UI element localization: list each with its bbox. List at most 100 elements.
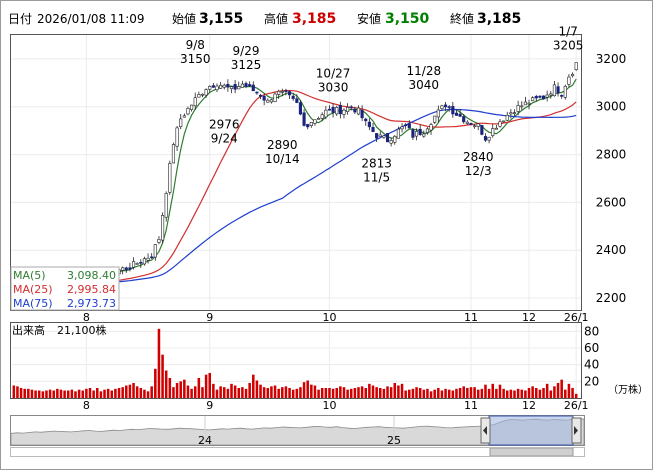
volume-bar [259, 384, 262, 398]
price-y-tick-label: 2400 [596, 243, 627, 257]
candle [215, 83, 219, 93]
candle [465, 120, 469, 125]
volume-bar [175, 383, 179, 398]
volume-bar [128, 384, 132, 398]
volume-bar [23, 388, 26, 398]
navigator-scrollbar-track[interactable] [10, 447, 585, 457]
volume-bar [201, 387, 204, 398]
candle [509, 108, 513, 119]
candle [222, 83, 226, 90]
volume-x-tick-label: 8 [83, 399, 90, 412]
volume-x-tick-label: 11 [464, 399, 478, 412]
candle [204, 88, 208, 98]
price-x-tick-label: 10 [322, 311, 336, 324]
low-label: 安値 [357, 11, 381, 26]
volume-bar [451, 390, 455, 398]
volume-bar [531, 386, 534, 398]
candle [552, 81, 556, 97]
volume-bar [476, 389, 480, 398]
volume-bar [491, 383, 495, 398]
volume-y-axis: 20 40 60 80 [584, 324, 599, 388]
volume-bar [382, 388, 386, 398]
volume-bar [12, 385, 16, 398]
candle [273, 92, 277, 103]
volume-bar [284, 386, 288, 398]
candle [545, 90, 549, 102]
price-x-axis: 8 9 10 11 12 26/1 [83, 311, 589, 324]
candle [349, 105, 353, 111]
volume-bar [487, 388, 491, 398]
volume-bar [339, 386, 342, 398]
volume-bar [74, 391, 77, 398]
candle [291, 92, 295, 101]
volume-bar [400, 383, 404, 398]
candle [440, 104, 444, 111]
price-x-tick-label: 8 [83, 311, 90, 324]
navigator-scrollbar-thumb[interactable] [489, 447, 574, 457]
volume-bar [281, 387, 284, 398]
volume-bar [357, 387, 360, 398]
low-value: 3,150 [385, 11, 430, 27]
volume-bar [237, 388, 241, 398]
volume-bar [484, 384, 487, 398]
candle [320, 112, 324, 122]
price-y-tick-label: 2600 [596, 195, 627, 209]
candle [422, 130, 426, 138]
volume-unit: （万株） [608, 383, 648, 396]
volume-bar [437, 388, 440, 398]
volume-bar [473, 387, 476, 398]
volume-bar [535, 388, 538, 398]
volume-bar [117, 388, 121, 398]
candle [266, 98, 270, 103]
volume-bar [313, 385, 317, 398]
candle [396, 126, 400, 139]
chevron-right-icon [574, 426, 578, 435]
volume-bar [571, 388, 574, 398]
candle [251, 81, 255, 92]
candle [131, 257, 136, 270]
candle [425, 127, 429, 135]
annotation-date: 9/8 [186, 38, 205, 52]
candle [135, 262, 139, 265]
price-y-tick-label: 3200 [596, 52, 627, 66]
navigator-right-handle[interactable] [571, 417, 582, 444]
candle [161, 212, 165, 244]
candle [451, 101, 455, 118]
candle [476, 123, 480, 131]
volume-bar [462, 386, 465, 398]
candle [523, 96, 527, 106]
volume-bar [466, 388, 469, 398]
volume-bar [415, 387, 418, 398]
candle [197, 91, 201, 98]
volume-bar [121, 387, 124, 398]
high-label: 高値 [264, 11, 288, 26]
volume-bar [375, 387, 378, 398]
candle [306, 123, 310, 130]
navigator-window[interactable] [488, 415, 574, 446]
candle [563, 84, 567, 100]
navigator-left-handle[interactable] [480, 417, 491, 444]
volume-grid [12, 323, 581, 398]
volume-bar [164, 370, 168, 398]
candle [473, 124, 477, 129]
candle [567, 74, 571, 88]
candle [237, 81, 241, 90]
volume-bar [310, 384, 313, 398]
volume-bar [447, 389, 451, 398]
volume-bar [277, 388, 280, 398]
candle [480, 124, 484, 136]
candle [556, 82, 560, 97]
candle [124, 266, 128, 273]
volume-y-tick-label: 20 [584, 374, 599, 388]
volume-bar [556, 383, 560, 398]
volume-bar [386, 386, 389, 398]
volume-bar [429, 391, 433, 398]
volume-bar [469, 387, 473, 398]
candle [429, 122, 433, 135]
volume-bar [480, 388, 484, 398]
candle [324, 106, 328, 120]
volume-bar [458, 388, 462, 398]
volume-bar [328, 388, 331, 398]
